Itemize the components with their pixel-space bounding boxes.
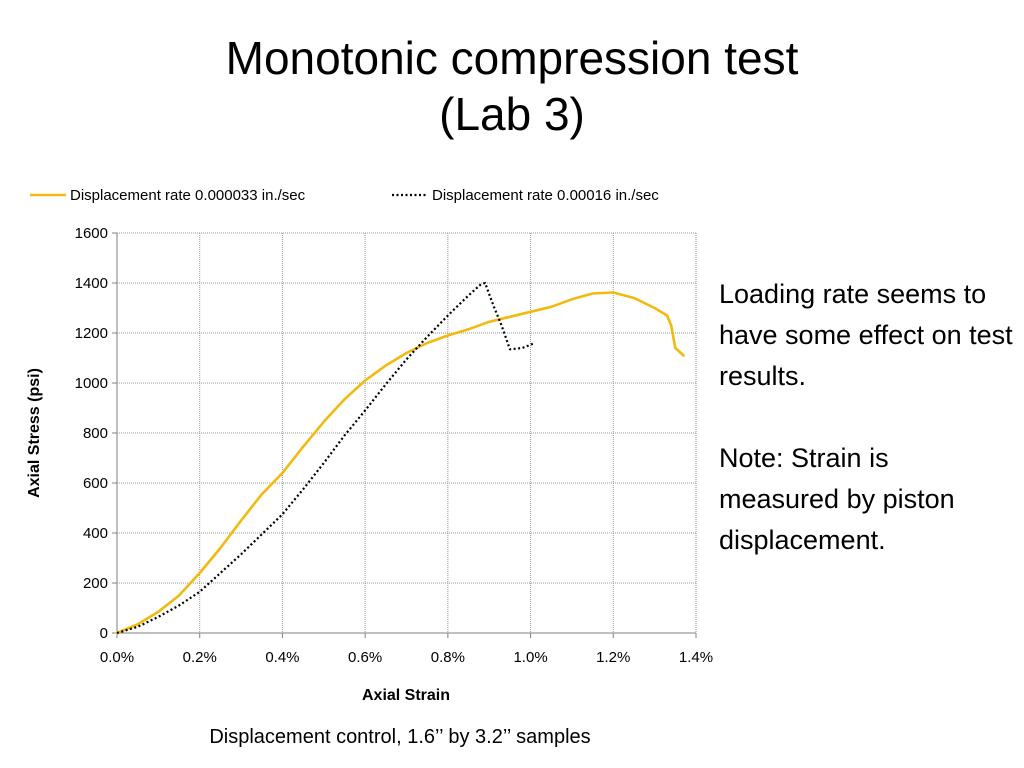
series-line-2 (116, 281, 536, 635)
x-tick-label: 1.2% (596, 649, 630, 666)
x-tick-label: 0.0% (100, 649, 134, 666)
chart-grid (117, 232, 697, 633)
x-tick-label: 0.4% (265, 649, 299, 666)
note-paragraph-1: Loading rate seems to have some effect o… (719, 279, 1013, 391)
x-tick-label: 1.4% (679, 649, 713, 666)
y-tick-label: 800 (83, 425, 108, 442)
chart-series (115, 281, 685, 635)
x-tick-label: 0.2% (183, 649, 217, 666)
slide-title: Monotonic compression test (Lab 3) (0, 30, 1024, 142)
slide-title-line2: (Lab 3) (439, 88, 585, 140)
chart-axes (112, 232, 697, 638)
x-tick-label: 0.6% (348, 649, 382, 666)
note-paragraph-2: Note: Strain is measured by piston displ… (719, 443, 955, 555)
y-tick-label: 1400 (75, 275, 108, 292)
series-line-1 (115, 291, 685, 635)
y-tick-label: 1200 (75, 325, 108, 342)
slide-title-line1: Monotonic compression test (225, 32, 799, 84)
y-tick-label: 0 (100, 625, 108, 642)
chart-tick-labels: 0 200 400 600 800 1000 1200 1400 1600 0.0% 0.2% 0.4… (75, 225, 713, 666)
x-tick-label: 0.8% (431, 649, 465, 666)
chart-legend: Displacement rate 0.000033 in./sec Displa… (30, 187, 659, 204)
legend-label-1: Displacement rate 0.000033 in./sec (70, 187, 306, 204)
x-axis-label: Axial Strain (362, 687, 450, 704)
y-tick-label: 600 (83, 475, 108, 492)
y-tick-label: 1600 (75, 225, 108, 242)
side-note: Loading rate seems to have some effect o… (719, 274, 1014, 561)
y-axis-label: Axial Stress (psi) (26, 368, 43, 498)
chart-caption: Displacement control, 1.6’’ by 3.2’’ sam… (209, 726, 591, 748)
legend-label-2: Displacement rate 0.00016 in./sec (432, 187, 659, 204)
y-tick-label: 400 (83, 525, 108, 542)
x-tick-label: 1.0% (513, 649, 547, 666)
y-tick-label: 1000 (75, 375, 108, 392)
y-tick-label: 200 (83, 575, 108, 592)
